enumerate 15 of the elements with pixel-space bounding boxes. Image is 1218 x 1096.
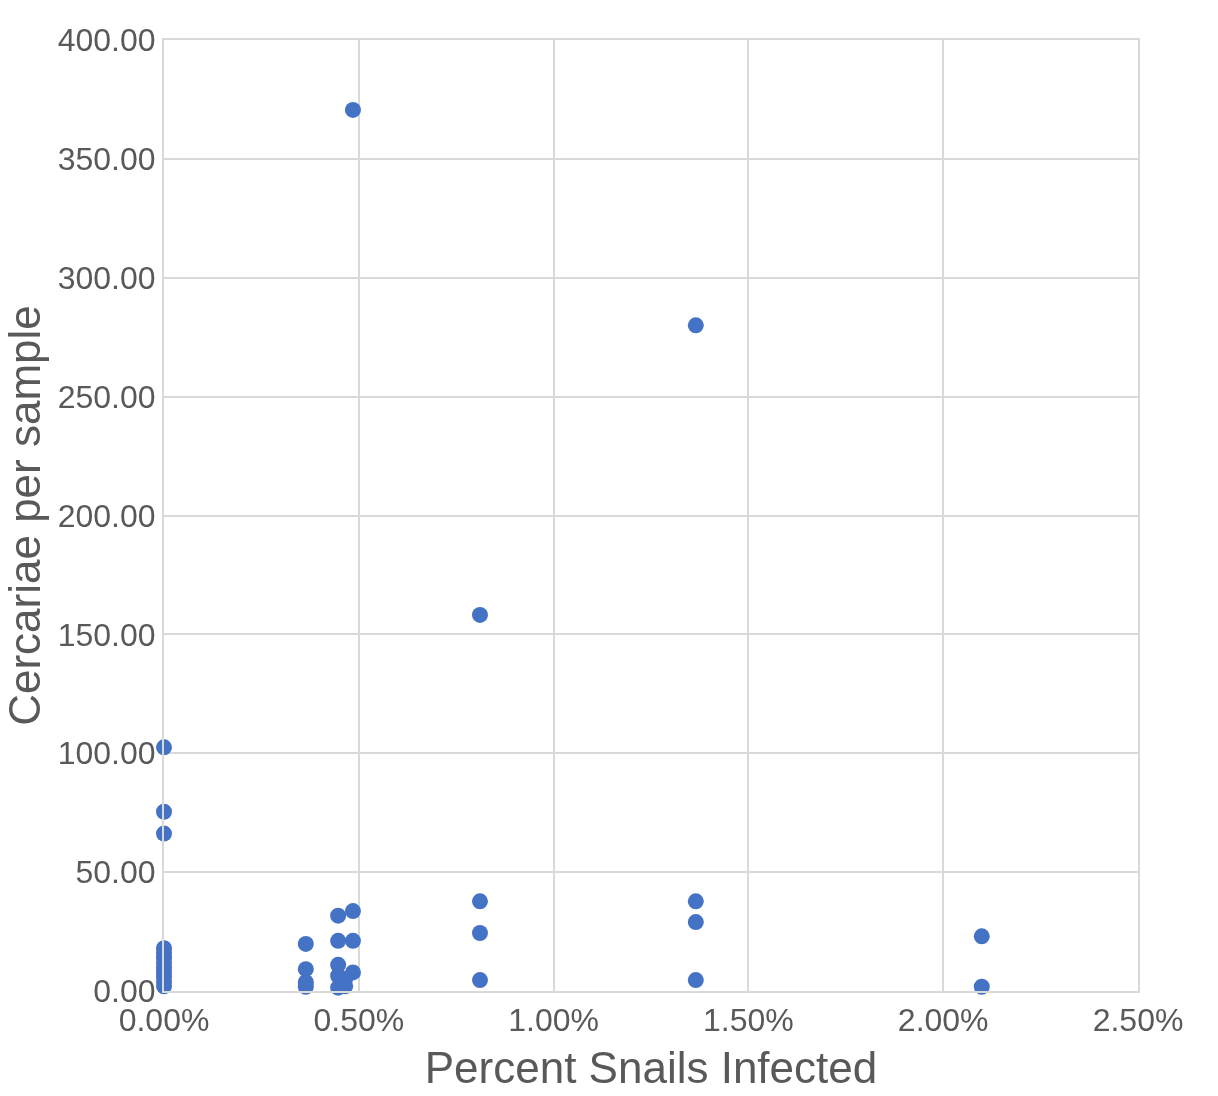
x-tick-label: 2.50%: [1092, 1002, 1184, 1039]
y-tick-label: 100.00: [57, 735, 156, 772]
x-tick-label: 1.50%: [703, 1002, 794, 1039]
y-tick-label: 50.00: [75, 854, 156, 891]
y-tick-label: 150.00: [57, 616, 156, 653]
x-tick-label: 2.00%: [897, 1002, 989, 1039]
y-tick-label: 200.00: [57, 497, 156, 534]
x-tick-label: 0.50%: [313, 1002, 405, 1039]
y-tick-label: 350.00: [57, 141, 156, 178]
y-tick-label: 250.00: [57, 378, 156, 415]
y-tick-label: 400.00: [57, 22, 156, 59]
y-axis-title: Cercariae per sample: [0, 305, 49, 726]
x-tick-label: 1.00%: [508, 1002, 599, 1039]
x-axis-title: Percent Snails Infected: [424, 1043, 878, 1093]
y-tick-label: 300.00: [57, 259, 156, 296]
